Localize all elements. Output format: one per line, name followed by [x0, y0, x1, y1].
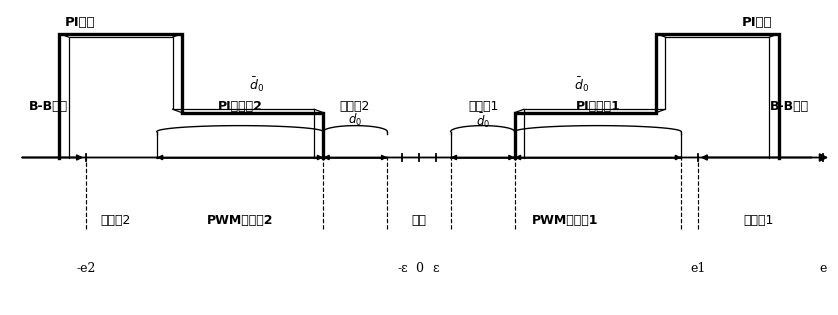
- Text: $\bar{d}_0$: $\bar{d}_0$: [249, 76, 264, 94]
- Text: B-B控制: B-B控制: [29, 100, 68, 113]
- Text: 安全区2: 安全区2: [339, 100, 370, 113]
- Text: PWM控制区1: PWM控制区1: [531, 215, 598, 227]
- Text: 死区: 死区: [411, 215, 427, 227]
- Text: $\bar{d}_0$: $\bar{d}_0$: [476, 111, 490, 130]
- Text: $\bar{d}_0$: $\bar{d}_0$: [574, 76, 589, 94]
- Text: 快速区1: 快速区1: [743, 215, 773, 227]
- Text: B-B控制: B-B控制: [770, 100, 809, 113]
- Text: PI控制区2: PI控制区2: [218, 100, 262, 113]
- Text: e1: e1: [691, 262, 706, 275]
- Text: 0: 0: [415, 262, 423, 275]
- Text: PI控制区1: PI控制区1: [576, 100, 620, 113]
- Text: 快速区2: 快速区2: [100, 215, 131, 227]
- Text: ε: ε: [432, 262, 439, 275]
- Text: PI方法: PI方法: [65, 16, 96, 29]
- Text: PI方法: PI方法: [742, 16, 773, 29]
- Text: PWM控制区2: PWM控制区2: [207, 215, 273, 227]
- Text: -e2: -e2: [76, 262, 96, 275]
- Text: 安全区1: 安全区1: [468, 100, 499, 113]
- Text: -ε: -ε: [397, 262, 407, 275]
- Text: e: e: [819, 262, 826, 275]
- Text: $d_0$: $d_0$: [348, 112, 362, 129]
